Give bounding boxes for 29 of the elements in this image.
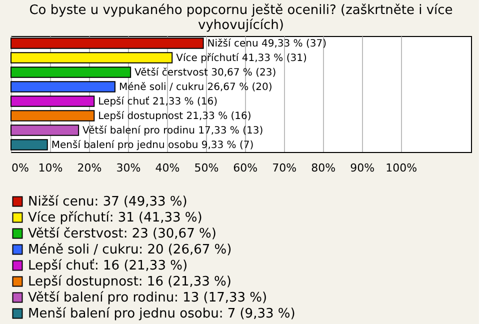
data-label: Lepší dostupnost 21,33 % (16)	[98, 110, 252, 122]
data-label: Více příchutí 41,33 % (31)	[176, 52, 307, 64]
text: vyhovujících)	[198, 18, 284, 33]
x-tick-label: 60%	[233, 162, 258, 174]
text: Co byste u vypukaného popcornu ještě ocenili? (zaškrtněte i více	[29, 3, 453, 18]
data-label: Větší balení pro rodinu 17,33 % (13)	[82, 125, 264, 136]
x-tick-label: 70%	[272, 162, 297, 174]
x-tick-label: 30%	[116, 162, 141, 174]
legend-label: Lepší chuť: 16 (21,33 %)	[28, 258, 188, 274]
data-label: Méně soli / cukru 26,67 % (20)	[118, 82, 272, 93]
data-label: Lepší chuť 21,33 % (16)	[98, 95, 218, 108]
legend-label: Lepší dostupnost: 16 (21,33 %)	[28, 274, 232, 290]
data-label: Větší čerstvost 30,67 % (23)	[134, 67, 276, 78]
data-label: Menší balení pro jednu osobu 9,33 % (7)	[51, 140, 254, 151]
legend-label: Nižší cenu: 37 (49,33 %)	[28, 194, 188, 210]
legend-label: Větší balení pro rodinu: 13 (17,33 %)	[28, 290, 268, 306]
x-tick-label: 100%	[386, 162, 418, 174]
x-tick-label: 90%	[350, 162, 375, 174]
x-tick-label: 40%	[155, 162, 180, 174]
legend-label: Méně soli / cukru: 20 (26,67 %)	[28, 242, 232, 258]
legend-label: Větší čerstvost: 23 (30,67 %)	[28, 226, 216, 242]
legend-label: Menší balení pro jednu osobu: 7 (9,33 %)	[28, 306, 296, 322]
x-tick-label: 50%	[194, 162, 219, 174]
data-label: Nižší cenu 49,33 % (37)	[207, 38, 327, 50]
x-tick-label: 0%	[12, 162, 29, 174]
x-tick-label: 80%	[311, 162, 336, 174]
x-tick-label: 20%	[77, 162, 102, 174]
x-tick-label: 10%	[38, 162, 63, 174]
legend-label: Více příchutí: 31 (41,33 %)	[28, 210, 202, 226]
